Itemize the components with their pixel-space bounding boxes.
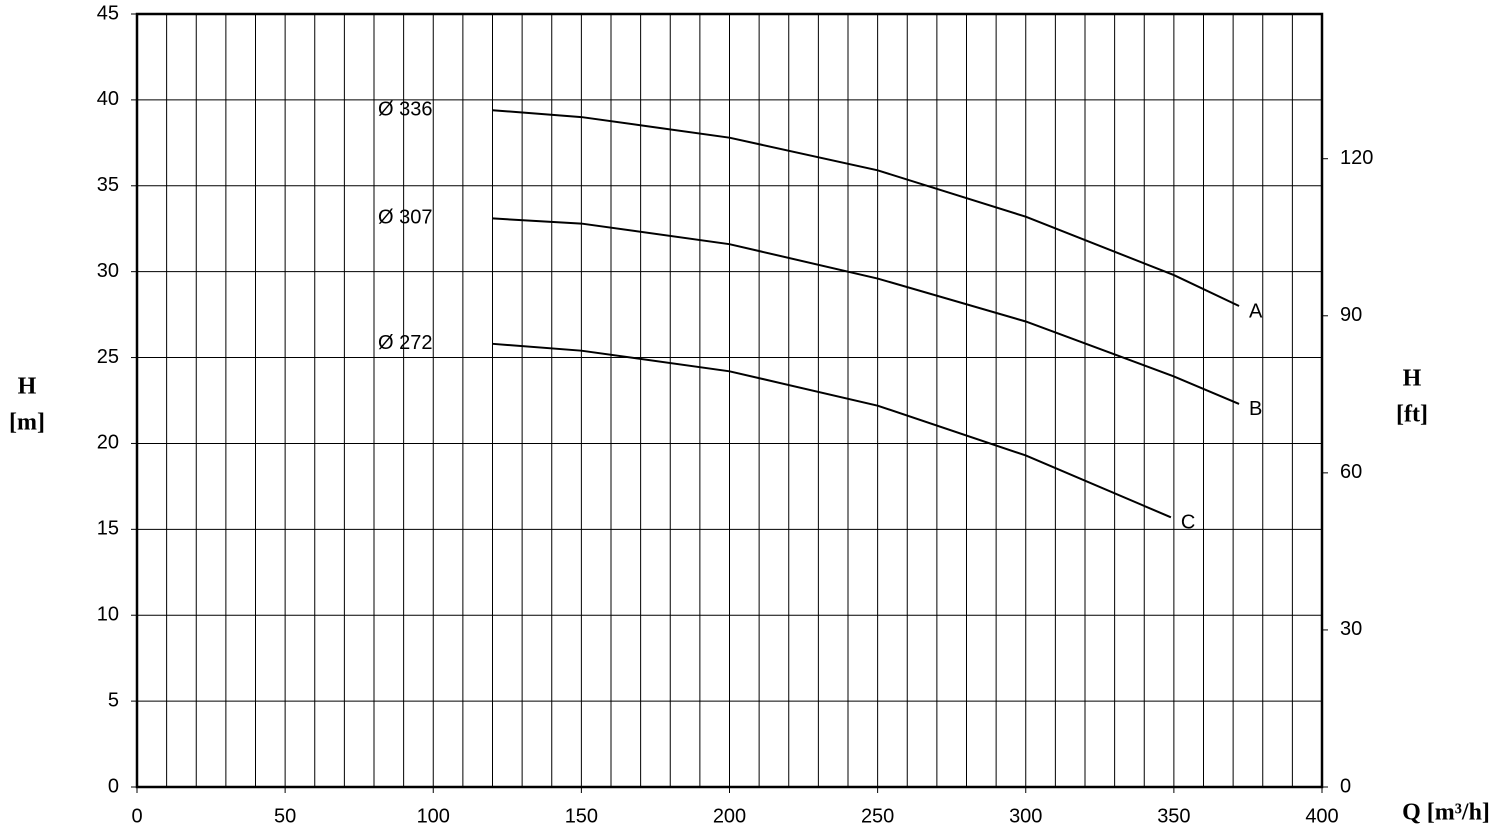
y-tick-label: 20: [97, 432, 119, 454]
curve-name: C: [1181, 512, 1195, 534]
y-tick-label: 40: [97, 88, 119, 110]
y2-tick-label: 120: [1340, 147, 1373, 169]
y-tick-label: 25: [97, 346, 119, 368]
y-tick-label: 30: [97, 260, 119, 282]
y-tick-label: 0: [108, 775, 119, 797]
y2-tick-label: 60: [1340, 461, 1362, 483]
curve-name: A: [1249, 300, 1263, 322]
y-tick-label: 35: [97, 174, 119, 196]
x-tick-label: 0: [131, 805, 142, 827]
y2-tick-label: 90: [1340, 304, 1362, 326]
x-tick-label: 100: [417, 805, 450, 827]
curve-label: Ø 272: [378, 332, 432, 354]
y-tick-label: 5: [108, 689, 119, 711]
y-tick-label: 45: [97, 2, 119, 24]
curve: [492, 342, 1172, 519]
y2-axis-label: H: [1403, 366, 1422, 392]
y-axis-label: [m]: [9, 410, 45, 436]
x-tick-label: 150: [565, 805, 598, 827]
curve-name: B: [1249, 398, 1262, 420]
x-tick-label: 200: [713, 805, 746, 827]
x-axis-label: Q [m³/h]: [1402, 800, 1490, 826]
curve-label: Ø 307: [378, 207, 432, 229]
y2-tick-label: 30: [1340, 618, 1362, 640]
plot-frame: [135, 12, 1324, 789]
y2-axis-label: [ft]: [1396, 402, 1428, 428]
curve-label: Ø 336: [378, 98, 432, 120]
x-tick-label: 50: [274, 805, 296, 827]
y2-tick-label: 0: [1340, 775, 1351, 797]
x-tick-label: 300: [1009, 805, 1042, 827]
curve: [492, 217, 1240, 405]
y-axis-label: H: [18, 374, 37, 400]
x-tick-label: 250: [861, 805, 894, 827]
curve: [492, 109, 1240, 307]
x-tick-label: 350: [1157, 805, 1190, 827]
y-tick-label: 15: [97, 518, 119, 540]
y-tick-label: 10: [97, 604, 119, 626]
x-tick-label: 400: [1305, 805, 1338, 827]
